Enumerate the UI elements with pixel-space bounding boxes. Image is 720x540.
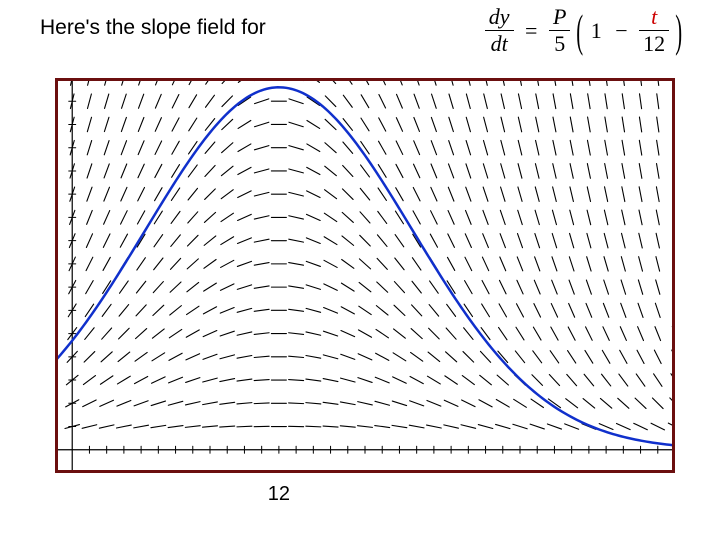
slope-field-plot [55,78,675,473]
equals-sign: = [521,18,541,43]
equation: dy dt = P 5 ( 1 − t 12 ) [483,6,680,55]
x-tick-label-12: 12 [268,483,290,506]
open-paren: ( [576,8,583,54]
inner-fraction: t 12 [639,6,669,55]
rhs-left-fraction: P 5 [549,6,570,55]
minus-sign: − [611,18,631,43]
lhs-fraction: dy dt [485,6,514,55]
caption-text: Here's the slope field for [40,16,266,40]
inner-one: 1 [587,18,606,43]
plot-frame: 12 [55,78,675,473]
close-paren: ) [675,8,682,54]
